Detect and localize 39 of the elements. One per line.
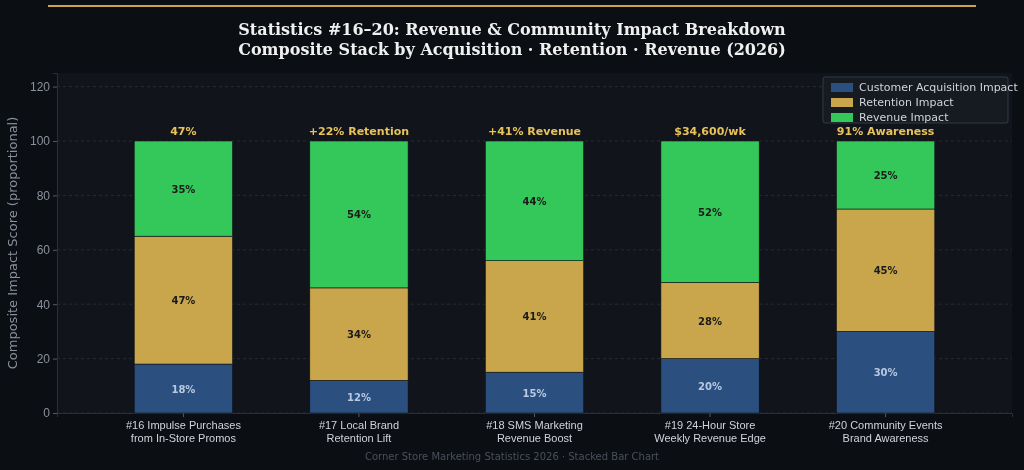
- data-label: 54%: [346, 209, 371, 221]
- x-tick-label: #17 Local Brand Retention Lift: [318, 419, 400, 444]
- legend-label: Revenue Impact: [859, 111, 950, 124]
- data-label: 28%: [698, 315, 723, 327]
- data-label: 25%: [873, 170, 898, 181]
- annotation: 91% Awareness: [836, 125, 935, 138]
- x-tick-label: #19 24-Hour Store Weekly Revenue Edge: [654, 419, 766, 444]
- data-label: 20%: [698, 380, 723, 392]
- chart-title: Statistics #16–20: Revenue & Community Impact Breakdown: [238, 20, 787, 39]
- data-label: 18%: [171, 383, 196, 395]
- annotation: 47%: [170, 125, 197, 138]
- y-tick-label: 120: [29, 79, 51, 94]
- annotation: +41% Revenue: [487, 125, 582, 138]
- y-tick-label: 0: [43, 406, 51, 421]
- y-tick-label: 20: [36, 351, 51, 366]
- legend-label: Customer Acquisition Impact: [859, 81, 1019, 94]
- y-axis-title: Composite Impact Score (proportional): [5, 116, 20, 370]
- chart-subtitle: Composite Stack by Acquisition · Retention · Revenue (2026): [238, 40, 786, 59]
- data-label: 34%: [346, 329, 371, 341]
- annotation: +22% Retention: [308, 125, 410, 138]
- y-tick-label: 80: [36, 188, 51, 203]
- data-label: 15%: [522, 387, 547, 399]
- data-label: 44%: [522, 195, 547, 207]
- legend-label: Retention Impact: [859, 96, 955, 109]
- y-tick-label: 100: [29, 134, 51, 149]
- data-label: 41%: [522, 311, 547, 323]
- data-label: 12%: [346, 391, 371, 403]
- x-tick-label: #20 Community Events Brand Awareness: [828, 419, 943, 444]
- y-tick-label: 40: [36, 297, 51, 312]
- data-label: 45%: [873, 265, 898, 277]
- text: Corner Store Marketing Statistics 2026 · Stacked Bar Chart: [364, 451, 660, 462]
- data-label: 35%: [171, 183, 196, 195]
- y-tick-label: 60: [36, 243, 51, 258]
- x-tick-label: #16 Impulse Purchases from In-Store Promos: [125, 419, 242, 444]
- data-label: 52%: [698, 206, 723, 218]
- x-tick-label: #18 SMS Marketing Revenue Boost: [486, 419, 583, 444]
- data-label: 47%: [171, 295, 196, 307]
- annotation: $34,600/wk: [674, 125, 747, 138]
- data-label: 30%: [873, 367, 898, 379]
